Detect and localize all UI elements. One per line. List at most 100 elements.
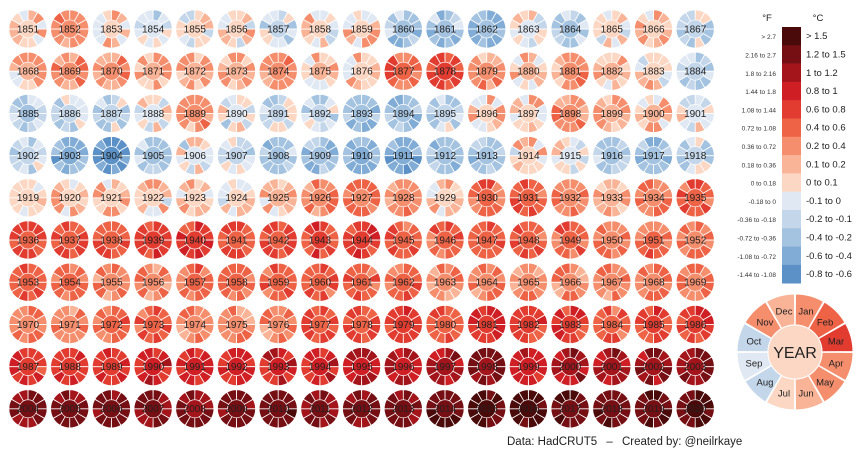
year-label: 1905 <box>142 151 165 162</box>
legend-fahrenheit-label: 1.44 to 1.8 <box>745 89 776 96</box>
year-label: 1897 <box>517 109 540 120</box>
year-wheel-1857: 1857 <box>258 9 298 49</box>
year-mean-disc <box>310 19 330 39</box>
legend-celsius-label: 0 to 0.1 <box>806 178 838 189</box>
year-wheel-1902: 1902 <box>8 136 48 175</box>
key-month-label: Oct <box>747 337 762 348</box>
key-month-label: Mar <box>828 337 844 348</box>
year-wheel-1894: 1894 <box>383 94 423 133</box>
year-wheel-1897: 1897 <box>509 94 548 133</box>
year-mean-disc <box>519 61 538 81</box>
year-label: 1895 <box>434 109 457 120</box>
legend-celsius-label: -0.8 to -0.6 <box>806 269 852 280</box>
year-mean-disc <box>602 19 622 39</box>
key-month-label: May <box>816 378 834 389</box>
year-wheel-1899: 1899 <box>592 94 632 133</box>
year-mean-disc <box>102 104 121 123</box>
year-wheel-1901: 1901 <box>675 94 715 133</box>
year-mean-disc <box>560 19 580 39</box>
year-label: 1881 <box>559 67 582 78</box>
year-wheel-1853: 1853 <box>92 9 131 49</box>
year-wheel-1904: 1904 <box>92 136 131 175</box>
year-wheel-1860: 1860 <box>383 9 423 49</box>
year-mean-disc <box>435 104 455 123</box>
year-mean-disc <box>102 61 121 81</box>
legend-swatch <box>782 118 801 138</box>
year-wheel-1905: 1905 <box>133 136 173 175</box>
legend-fahrenheit-label: > 2.7 <box>761 34 776 41</box>
year-wheel-1854: 1854 <box>133 9 173 49</box>
year-label: 1868 <box>17 67 40 78</box>
year-mean-disc <box>268 104 288 123</box>
year-mean-disc <box>268 61 288 81</box>
legend-fahrenheit-label: -0.36 to -0.18 <box>737 217 776 224</box>
year-wheel-1885: 1885 <box>8 94 48 133</box>
legend-fahrenheit-label: 0 to 0.18 <box>751 181 777 188</box>
year-wheel-1858: 1858 <box>300 9 340 49</box>
year-label: 1900 <box>642 109 665 120</box>
legend-swatch <box>782 155 801 174</box>
legend-celsius-label: -0.1 to 0 <box>806 196 841 207</box>
year-mean-disc <box>644 61 663 81</box>
year-mean-disc <box>685 104 705 123</box>
legend-celsius-label: 1.2 to 1.5 <box>806 49 846 60</box>
year-mean-disc <box>227 104 246 123</box>
footer-separator: – <box>606 436 613 448</box>
year-mean-disc <box>602 61 622 81</box>
legend-swatch <box>782 136 801 156</box>
year-label: 1853 <box>100 24 123 35</box>
year-wheel-1851: 1851 <box>8 9 48 49</box>
year-wheel-1889: 1889 <box>175 94 215 133</box>
year-wheel-1875: 1875 <box>300 51 340 91</box>
year-mean-disc <box>560 61 580 81</box>
legend-swatch <box>782 27 801 46</box>
legend-swatch <box>782 81 801 101</box>
year-wheel-1878: 1878 <box>425 51 465 91</box>
key-month-label: Apr <box>829 358 844 369</box>
legend-swatch <box>782 246 801 266</box>
year-mean-disc <box>393 104 413 123</box>
legend-celsius-label: -0.6 to -0.4 <box>806 251 852 262</box>
legend-celsius-label: 0.2 to 0.4 <box>806 141 846 152</box>
year-label: 1855 <box>184 24 207 35</box>
year-wheel-1877: 1877 <box>383 51 423 91</box>
year-label: 1857 <box>267 24 290 35</box>
legend-swatch <box>782 173 801 192</box>
year-wheel-1864: 1864 <box>550 9 590 49</box>
year-label: 1879 <box>476 67 499 78</box>
legend-swatch <box>782 264 801 284</box>
year-mean-disc <box>519 19 538 39</box>
year-label: 1891 <box>267 109 290 120</box>
year-wheel-1856: 1856 <box>217 9 256 49</box>
year-label: 1869 <box>59 67 82 78</box>
year-mean-disc <box>227 61 246 81</box>
year-mean-disc <box>435 19 455 39</box>
year-wheel-1868: 1868 <box>8 51 48 91</box>
year-mean-disc <box>602 104 622 123</box>
year-mean-disc <box>644 104 663 123</box>
year-wheel-1892: 1892 <box>300 94 340 133</box>
legend-fahrenheit-label: 1.8 to 2.16 <box>745 71 776 78</box>
year-label: 1852 <box>59 24 82 35</box>
year-wheel-1873: 1873 <box>217 51 256 91</box>
year-label: 1893 <box>350 109 373 120</box>
credit: Created by: @neilrkaye <box>621 436 743 448</box>
year-mean-disc <box>18 19 38 39</box>
year-mean-disc <box>18 104 38 123</box>
key-month-label: Jun <box>798 389 813 400</box>
year-mean-disc <box>644 19 663 39</box>
legend-fahrenheit-label: -0.18 to 0 <box>749 199 777 206</box>
year-wheel-1883: 1883 <box>634 51 673 91</box>
key-month-label: Jul <box>778 389 790 400</box>
key-month-label: Sep <box>745 358 762 369</box>
legend-fahrenheit-label: 0.36 to 0.72 <box>742 144 777 151</box>
legend-fahrenheit-label: -1.08 to -0.72 <box>737 254 776 261</box>
year-label: 1864 <box>559 24 582 35</box>
year-wheel-1891: 1891 <box>258 94 298 133</box>
year-label: 1866 <box>642 24 665 35</box>
legend-celsius-label: -0.4 to -0.2 <box>806 232 852 243</box>
year-wheel-1859: 1859 <box>342 9 381 49</box>
legend-fahrenheit-label: 0.18 to 0.36 <box>742 162 777 169</box>
